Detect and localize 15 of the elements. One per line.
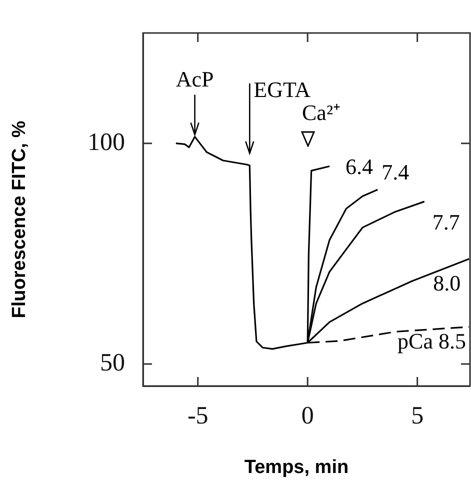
series-label: 7.4 <box>382 159 410 184</box>
y-tick-label: 100 <box>88 128 125 156</box>
series-label: pCa 8.5 <box>398 328 466 354</box>
x-axis-title: Temps, min <box>244 457 349 478</box>
y-axis-title: Fluorescence FITC, % <box>9 120 30 318</box>
x-tick-label: 5 <box>411 402 424 430</box>
annotation: Ca²⁺ <box>302 100 340 125</box>
series-label: 6.4 <box>346 154 374 180</box>
x-tick-label: -5 <box>187 402 208 430</box>
x-tick-label: 0 <box>301 402 314 430</box>
series-label: 8.0 <box>433 270 461 296</box>
series-label: 7.7 <box>432 209 460 234</box>
annotation: EGTA <box>254 77 311 102</box>
y-tick-label: 50 <box>100 350 125 376</box>
annotation: AcP <box>176 66 214 92</box>
